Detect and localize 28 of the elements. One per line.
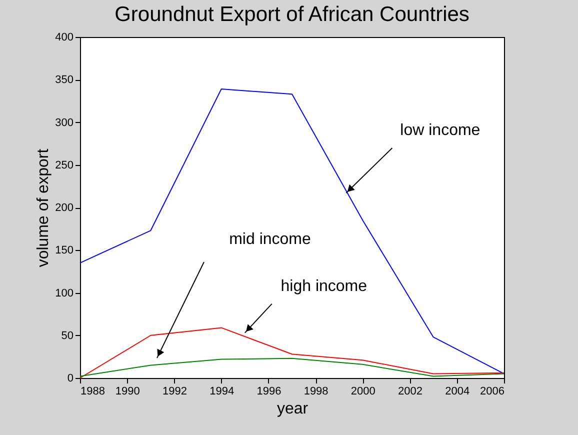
y-tick-label: 400 [55,32,74,44]
annotation: high income [280,278,368,295]
x-tick-label: 1988 [80,386,105,398]
annotation: low income [400,122,480,140]
x-tick-label: 2004 [445,386,470,398]
x-axis-title: year [276,400,309,418]
y-tick-label: 200 [55,202,74,214]
x-tick-label: 1994 [210,386,234,398]
x-tick-label: 1996 [256,386,282,398]
x-tick-label: 1990 [115,386,140,398]
line-series [80,327,504,378]
line-series [80,358,504,377]
y-tick-label: 150 [55,244,74,257]
x-tick-label: 1998 [304,386,328,398]
y-tick-label: 100 [55,287,74,300]
y-tick-label: 0 [67,372,74,384]
x-tick-label: 2002 [398,386,423,398]
y-axis-title: volume of export [35,148,52,268]
x-tick-label: 2006 [480,386,504,398]
annotation: mid income [229,231,311,248]
x-tick-label: 2000 [350,386,376,398]
y-tick-label: 50 [61,330,74,342]
y-tick-label: 350 [55,74,74,86]
y-tick-label: 250 [55,159,74,172]
line-series [80,88,504,374]
y-tick-label: 300 [55,116,74,129]
chart-title: Groundnut Export of African Countries [114,3,470,26]
x-tick-label: 1992 [162,386,187,398]
